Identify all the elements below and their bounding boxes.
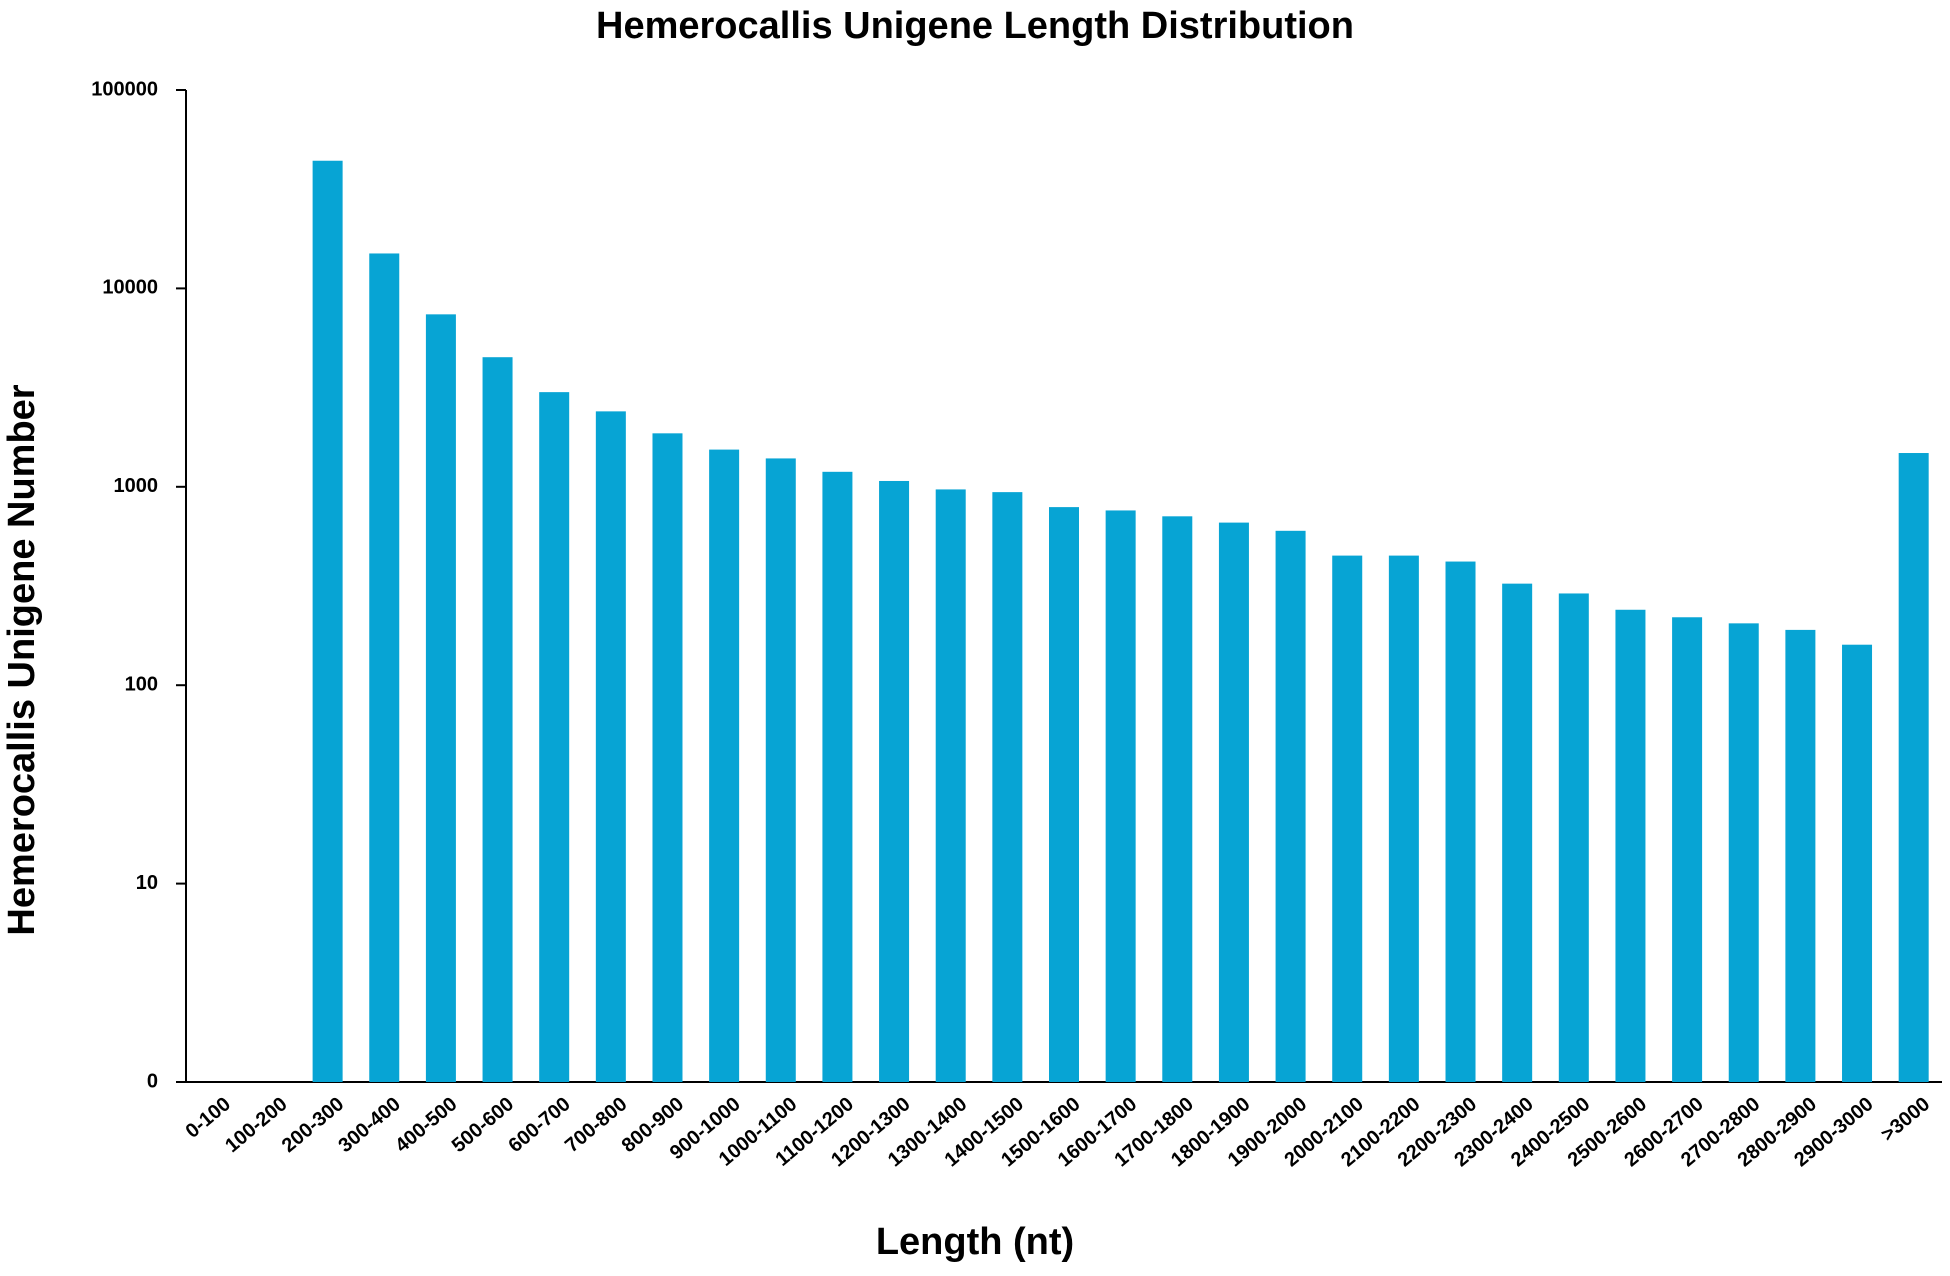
bar [539,392,570,1082]
y-tick-label: 10000 [102,277,158,299]
y-tick-label: 0 [147,1070,158,1092]
bar [1672,617,1703,1082]
bar [1162,516,1193,1082]
x-tick-label: 100-200 [221,1093,291,1157]
y-tick-label: 10 [136,872,158,894]
bar [1842,644,1873,1082]
bar [1558,593,1589,1082]
bar [992,492,1023,1082]
bar [312,160,343,1082]
x-axis-label: Length (nt) [876,1221,1074,1263]
y-axis-label: Hemerocallis Unigene Number [1,384,43,935]
x-tick-label: 300-400 [334,1093,404,1157]
bar [369,253,400,1082]
x-tick-label: 700-800 [561,1093,631,1157]
bar [1615,609,1646,1082]
x-tick-label: 600-700 [504,1093,574,1157]
x-tick-label: 400-500 [391,1093,461,1157]
bar [652,433,683,1083]
bar [425,314,456,1082]
bar [1502,583,1533,1082]
bar [595,411,626,1082]
bar [1785,629,1816,1082]
x-tick-label: 200-300 [278,1093,348,1157]
bar [1388,555,1419,1082]
bar [1445,561,1476,1082]
y-tick-label: 100000 [91,78,158,100]
chart-title: Hemerocallis Unigene Length Distribution [596,5,1354,47]
bar [822,471,853,1082]
bar [1218,522,1249,1082]
bar [1105,510,1136,1082]
x-tick-label: >3000 [1877,1093,1934,1146]
bar [482,357,513,1082]
bar [879,480,910,1083]
x-tick-label: 500-600 [448,1093,518,1157]
bar [709,449,740,1082]
y-tick-label: 1000 [114,475,159,497]
bar [1049,507,1079,1082]
y-tick-label: 100 [125,673,158,695]
bar [1275,530,1306,1082]
bar [765,458,796,1082]
bar [1728,623,1759,1082]
bar [1332,555,1363,1082]
bar [1898,453,1929,1082]
bar [935,489,966,1082]
